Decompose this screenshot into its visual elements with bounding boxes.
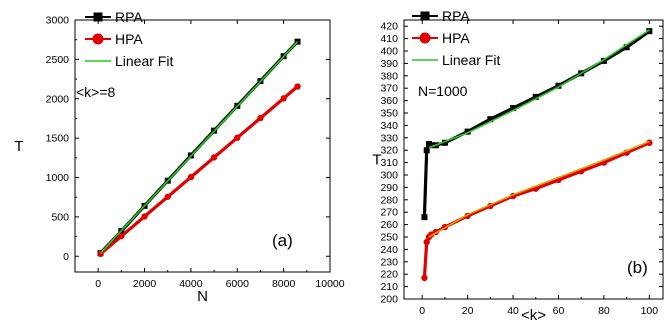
y-tick-label: 340 [380,120,398,132]
data-point-circle [164,193,171,200]
annotation-text: N=1000 [418,83,468,99]
fit-line-overlay [100,41,298,254]
panel-label: (b) [627,258,648,277]
legend-label: HPA [115,31,143,47]
y-tick-label: 200 [380,294,398,306]
y-tick-label: 240 [380,244,398,256]
data-point-circle [141,213,148,220]
chart-panel-a: 0 2000 4000 6000 8000 10000 0 500 1000 1500 2000 25… [14,9,344,305]
y-tick-label: 330 [380,132,398,144]
chart-panel-b: 0 20 40 60 80 100 2002102202302402502602702802… [372,8,664,322]
legend-label: Linear Fit [115,53,173,69]
x-tick-label: 4000 [179,278,203,290]
data-point-square [487,116,494,123]
data-point-square [428,142,435,149]
legend-marker-square [93,12,103,22]
x-tick-label: 80 [598,305,610,317]
data-point-square [532,93,539,100]
x-axis-label: N [197,288,208,305]
y-tick-label: 230 [380,256,398,268]
data-point-square [294,38,301,45]
x-tick-label: 10000 [315,278,344,290]
y-tick-label: 410 [380,33,398,45]
fit-line-overlay [428,140,650,238]
x-tick-label: 20 [462,305,474,317]
panel-label: (a) [272,231,293,250]
data-point-square [623,44,630,51]
data-point-square [510,105,517,112]
data-point-square [600,57,607,64]
x-tick-label: 8000 [272,278,296,290]
y-tick-label: 500 [51,211,69,223]
x-tick-label: 40 [507,305,519,317]
y-tick-label: 210 [380,281,398,293]
y-tick-label: 390 [380,58,398,70]
plot-frame [74,19,331,273]
legend-label: RPA [115,9,143,25]
data-point-circle [294,83,301,90]
data-point-square [464,128,471,135]
x-tick-label: 0 [95,278,101,290]
legend-marker-circle [419,32,431,44]
y-tick-label: 280 [380,194,398,206]
y-tick-label: 290 [380,182,398,194]
legend-label: RPA [442,8,470,24]
y-tick-label: 220 [380,269,398,281]
data-point-square [646,28,653,35]
x-axis-label: <k> [521,307,546,322]
data-point-circle [257,114,264,122]
y-tick-label: 400 [380,46,398,58]
y-tick-label: 270 [380,207,398,219]
data-point-circle [187,173,195,181]
data-point-circle [210,154,218,161]
legend-marker-square [420,11,430,21]
data-point-square [421,214,428,221]
y-tick-label: 260 [380,219,398,231]
data-point-circle [280,95,287,102]
y-tick-label: 0 [63,251,69,263]
plot-frame [403,19,664,300]
y-tick-label: 350 [380,108,398,120]
fit-line-overlay [428,29,650,149]
y-tick-label: 420 [380,21,398,33]
y-tick-label: 360 [380,95,398,107]
y-tick-label: 300 [380,170,398,182]
y-tick-label: 320 [380,145,398,157]
data-point-circle [423,238,430,246]
y-tick-label: 2000 [46,93,70,105]
legend-label: Linear Fit [442,52,500,68]
y-tick-label: 1500 [46,133,70,145]
y-tick-label: 1000 [46,172,70,184]
x-tick-label: 60 [553,305,565,317]
y-tick-label: 380 [380,70,398,82]
y-axis-label: T [372,152,381,169]
annotation-text: <k>=8 [76,84,116,100]
y-tick-label: 3000 [46,15,70,27]
series-line-1 [99,85,299,256]
y-tick-label: 250 [380,232,398,244]
y-axis-label: T [14,138,23,155]
data-point-circle [646,139,653,146]
x-tick-label: 2000 [133,278,157,290]
data-point-square [441,139,448,146]
data-point-square [423,147,430,154]
y-tick-label: 2500 [46,54,70,66]
data-point-circle [118,232,125,240]
legend-marker-circle [92,33,104,45]
y-tick-label: 310 [380,157,398,169]
y-tick-label: 370 [380,83,398,95]
x-tick-label: 6000 [226,278,250,290]
x-tick-label: 100 [641,305,659,317]
x-tick-label: 0 [419,305,425,317]
data-point-square [555,82,562,89]
series-line-1 [422,141,651,279]
legend-label: HPA [442,30,470,46]
series-line-3 [428,140,650,238]
data-point-circle [421,274,428,282]
data-point-circle [234,134,241,141]
